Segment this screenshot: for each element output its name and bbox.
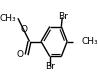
Text: CH₃: CH₃: [82, 37, 98, 46]
Text: O: O: [17, 50, 24, 59]
Text: Br: Br: [58, 12, 68, 21]
Text: Br: Br: [45, 62, 55, 71]
Text: CH₃: CH₃: [0, 14, 16, 23]
Text: O: O: [20, 25, 27, 34]
